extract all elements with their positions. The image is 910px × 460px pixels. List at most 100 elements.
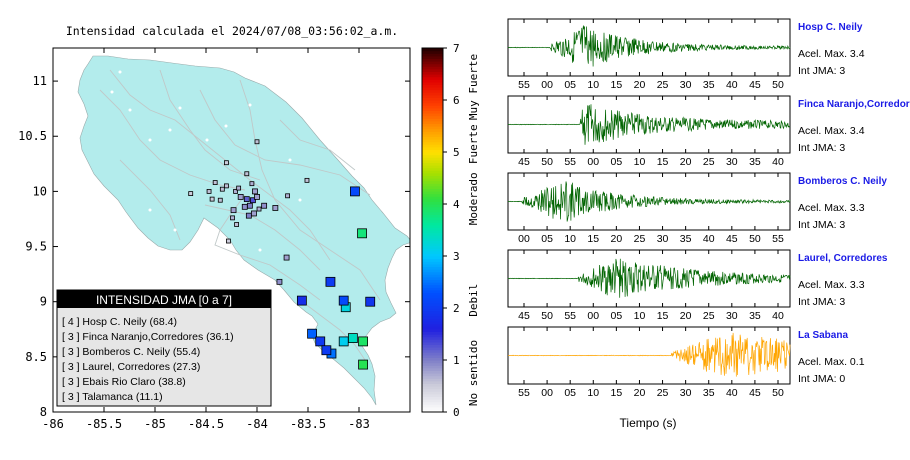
waveform-station-name[interactable]: Finca Naranjo,Corredores (798, 99, 910, 110)
station-marker[interactable] (285, 193, 291, 199)
station-marker[interactable] (325, 276, 336, 287)
station-marker[interactable] (234, 222, 240, 227)
station-marker[interactable] (237, 194, 244, 200)
station-marker[interactable] (233, 188, 238, 194)
station-marker[interactable] (219, 186, 225, 192)
station-marker[interactable] (251, 210, 257, 217)
colorbar-cell (422, 170, 443, 174)
station-marker[interactable] (321, 345, 332, 356)
colorbar-cell (422, 126, 443, 130)
station-marker[interactable] (357, 228, 367, 239)
station-marker[interactable] (226, 238, 231, 244)
waveform-tick-label: 05 (564, 387, 576, 399)
station-marker[interactable] (307, 328, 317, 339)
colorbar-tick-label: 1 (453, 354, 460, 367)
legend-row: [ 3 ] Laurel, Corredores (27.3) (62, 361, 200, 373)
colorbar-cell (422, 79, 443, 83)
station-marker[interactable] (338, 295, 349, 306)
colorbar-cell (422, 323, 443, 327)
station-marker[interactable] (272, 205, 279, 211)
station-marker[interactable] (252, 188, 258, 195)
station-marker[interactable] (283, 254, 290, 261)
station-marker[interactable] (296, 295, 307, 306)
station-marker[interactable] (209, 196, 215, 202)
station-marker[interactable] (188, 191, 194, 197)
colorbar-cell (422, 162, 443, 166)
station-marker[interactable] (212, 180, 218, 185)
waveform-accel-label: Acel. Max. 3.3 (798, 279, 865, 291)
intensity-colorbar: 7 6 5 4 3 2 1 0 Muy Fuerte Fuerte Moderado Debil No… (421, 42, 480, 419)
station-marker[interactable] (254, 139, 260, 145)
station-marker[interactable] (244, 171, 250, 177)
colorbar-cell (422, 305, 443, 309)
station-marker[interactable] (236, 185, 242, 191)
waveform-tick-label: 45 (518, 156, 530, 168)
costa-rica-landmass (77, 55, 410, 406)
colorbar-cell (422, 185, 443, 189)
town-markers (110, 70, 302, 252)
waveform-station-name[interactable]: Bomberos C. Neily (798, 176, 887, 187)
colorbar-cell (422, 302, 443, 306)
station-marker[interactable] (223, 183, 229, 189)
station-marker[interactable] (338, 336, 349, 347)
colorbar-cell (422, 102, 443, 106)
map-title: Intensidad calculada el 2024/07/08_03:56… (66, 24, 398, 38)
colorbar-cell (422, 113, 443, 117)
station-marker[interactable] (365, 296, 376, 307)
station-marker[interactable] (241, 203, 248, 210)
waveform-station-name[interactable]: Laurel, Corredores (798, 253, 888, 264)
colorbar-tick-label: 6 (453, 94, 460, 107)
colorbar-cell (422, 217, 443, 221)
waveform-tick-label: 15 (657, 156, 669, 168)
colorbar-cell (422, 365, 443, 369)
station-marker[interactable] (261, 202, 268, 209)
station-marker[interactable] (217, 197, 223, 203)
station-marker[interactable] (250, 197, 256, 204)
station-marker[interactable] (254, 194, 260, 200)
legend-row: [ 3 ] Ebais Rio Claro (38.8) (62, 376, 186, 388)
waveform-tick-label: 15 (611, 79, 623, 91)
station-marker[interactable] (249, 181, 255, 187)
station-marker[interactable] (276, 278, 283, 285)
station-marker[interactable] (358, 359, 368, 370)
waveform-tick-label: 55 (564, 156, 576, 168)
waveform-station-name[interactable]: La Sabana (798, 330, 848, 341)
waveform-tick-label: 55 (518, 387, 530, 399)
waveform-jma-label: Int JMA: 3 (798, 219, 845, 231)
legend-box (56, 289, 272, 407)
colorbar-cell (422, 295, 443, 299)
station-marker[interactable] (256, 206, 262, 212)
colorbar-cell (422, 211, 443, 215)
station-marker[interactable] (304, 177, 310, 183)
waveform-tick-label: 05 (611, 156, 623, 168)
station-marker[interactable] (350, 186, 360, 197)
colorbar-cell (422, 188, 443, 192)
colorbar-cell (422, 237, 443, 241)
station-marker[interactable] (243, 196, 250, 203)
station-marker[interactable] (230, 207, 237, 214)
waveform-tick-label: 35 (749, 310, 761, 322)
colorbar-cell (422, 370, 443, 374)
station-marker[interactable] (246, 202, 253, 209)
waveform-tick-label: 20 (680, 156, 692, 168)
station-marker[interactable] (315, 336, 326, 347)
station-marker[interactable] (223, 160, 229, 166)
station-marker[interactable] (347, 333, 358, 343)
map-x-axis: -86 -85.5 -85 -84.5 -84 -83.5 -83 (42, 48, 370, 431)
station-marker[interactable] (358, 336, 368, 347)
station-marker[interactable] (206, 188, 212, 194)
colorbar-cell (422, 89, 443, 93)
colorbar-cell (422, 289, 443, 293)
x-tick-label: -84.5 (188, 417, 224, 431)
colorbar-cell (422, 308, 443, 312)
colorbar-cell (422, 198, 443, 202)
colorbar-cell (422, 393, 443, 397)
waveform-tick-label: 30 (726, 156, 738, 168)
waveform-tick-label: 05 (564, 79, 576, 91)
waveform-station-name[interactable]: Hosp C. Neily (798, 22, 863, 33)
waveform-accel-label: Acel. Max. 3.3 (798, 202, 865, 214)
station-marker[interactable] (245, 212, 252, 219)
colorbar-cell (422, 250, 443, 254)
colorbar-cell (422, 227, 443, 231)
station-marker[interactable] (230, 215, 235, 221)
